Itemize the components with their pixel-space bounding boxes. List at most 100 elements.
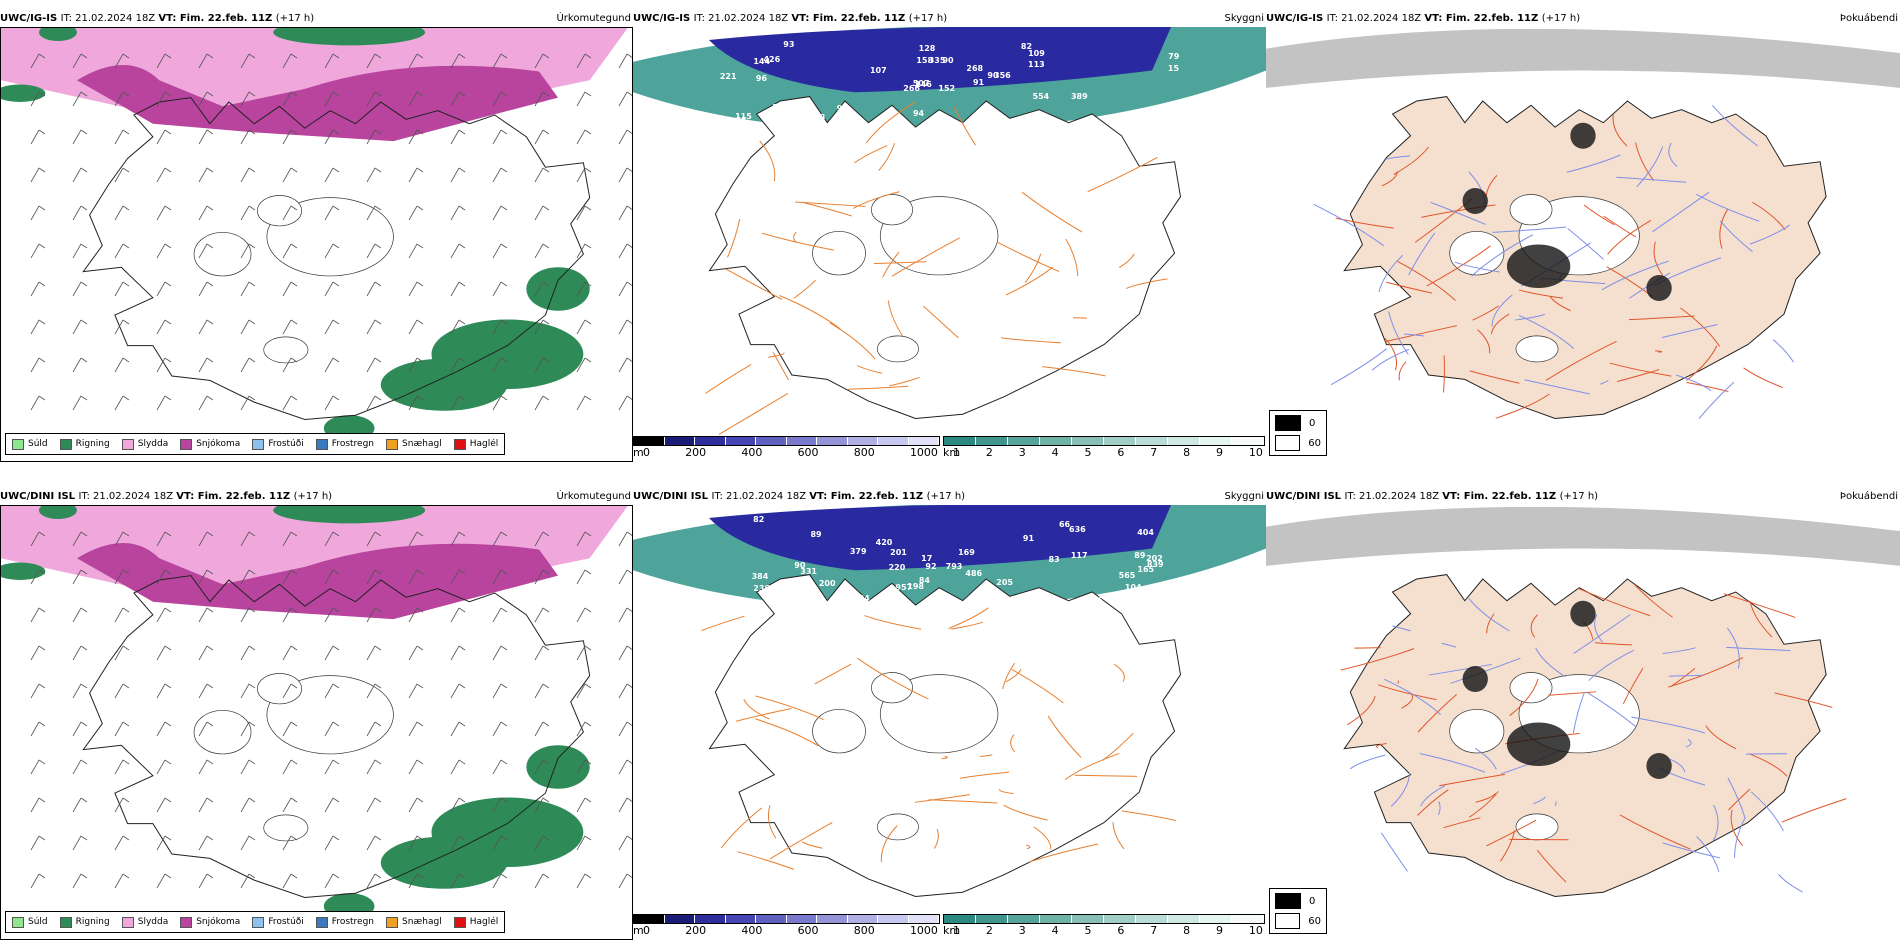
- cloudbase-label: 202: [1146, 553, 1163, 563]
- glacier-outline: [263, 336, 309, 364]
- precip-legend-item: Súld: [12, 438, 48, 450]
- precip-legend: Súld Rigning Slydda Snjókoma Frostúði Frostre…: [5, 433, 506, 455]
- legend-label: Slydda: [137, 917, 169, 927]
- visibility-colorbar: 1 2 3 4 5 6 7 8 9 10 km: [943, 914, 1265, 938]
- panel-header: UWC/DINI ISL IT: 21.02.2024 18Z VT: Fim.…: [0, 490, 633, 504]
- cloudbase-label: 76: [1091, 595, 1103, 605]
- lead-time: (+17 h): [275, 13, 315, 24]
- colorbar-tick: 2: [985, 924, 993, 937]
- glacier-outline: [257, 195, 303, 227]
- glacier-outline: [812, 231, 866, 276]
- lead-time: (+17 h): [908, 13, 948, 24]
- cloudbase-label: 93: [814, 112, 826, 122]
- precip-map-svg: [0, 19, 633, 442]
- visibility-map: 169 202 220 205 201 104 89 90 82 66 91 92 84 236 200 83…: [633, 503, 1266, 940]
- rain-area: [526, 267, 590, 311]
- legend-label: 0: [1309, 417, 1316, 429]
- snow-area: [76, 64, 559, 142]
- cloudbase-label: 90: [942, 56, 954, 66]
- vt-value: Fim. 22.feb. 11Z: [830, 491, 927, 502]
- precip-legend-item: Frostregn: [315, 438, 374, 450]
- vt-value: Fim. 22.feb. 11Z: [179, 13, 276, 24]
- legend-label: Haglél: [469, 439, 499, 449]
- dense-fog-spot: [1506, 244, 1571, 288]
- legend-label: Súld: [28, 917, 48, 927]
- cloudbase-label: 554: [1032, 91, 1050, 101]
- precip-map-svg: [0, 497, 633, 920]
- rain-area: [38, 23, 77, 42]
- colorbar-tick: 200: [685, 446, 707, 459]
- colorbar-tick: 0: [643, 924, 650, 937]
- precip-map: Súld Rigning Slydda Snjókoma Frostúði Frostre…: [0, 19, 633, 462]
- cloudbase-label: 113: [1028, 60, 1045, 70]
- it-value: 21.02.2024 18Z: [1341, 13, 1425, 24]
- legend-label: Snjókoma: [196, 439, 241, 449]
- visibility-bar-strip: [943, 914, 1265, 924]
- cloudbase-colorbar: 0 200 400 600 800 1000 m: [633, 914, 940, 938]
- cloudbase-label: 565: [1118, 570, 1136, 580]
- precip-legend: Súld Rigning Slydda Snjókoma Frostúði Frostre…: [5, 911, 506, 933]
- precip-legend-item: Slydda: [121, 438, 168, 450]
- legend-swatch: [453, 916, 466, 928]
- it-value: 21.02.2024 18Z: [1359, 491, 1443, 502]
- glacier-outline: [812, 709, 866, 754]
- fog-legend-item: 60: [1275, 435, 1321, 451]
- cloudbase-label: 200: [818, 579, 836, 589]
- legend-label: Snjókoma: [196, 917, 241, 927]
- cloudbase-label: 93: [783, 40, 795, 50]
- cloudbase-label: 221: [719, 71, 737, 81]
- legend-swatch: [386, 916, 399, 928]
- precip-legend-item: Frostregn: [315, 916, 375, 928]
- cloudbase-label: 379: [849, 546, 867, 556]
- legend-label: Snæhagl: [402, 917, 442, 927]
- cloudbase-label: 169: [958, 548, 975, 558]
- legend-swatch: [121, 438, 134, 450]
- legend-label: 0: [1309, 895, 1316, 907]
- colorbar-tick: 3: [1018, 446, 1026, 459]
- colorbar-tick: 200: [685, 924, 707, 937]
- cloudbase-label: 107: [869, 66, 887, 76]
- colorbar-tick: 600: [797, 924, 819, 937]
- glacier-outline: [263, 814, 309, 842]
- precip-legend-item: Súld: [12, 916, 48, 928]
- low-cloudbase-area: [708, 503, 1172, 571]
- vt-label: VT:: [1424, 13, 1446, 24]
- fog-map: 0 60: [1266, 27, 1900, 462]
- cloudbase-label: 220: [888, 563, 906, 573]
- legend-label: Rigning: [75, 439, 110, 449]
- legend-swatch: [453, 438, 466, 450]
- cloudbase-label: 84: [918, 576, 930, 586]
- glacier-outline: [1515, 813, 1559, 841]
- legend-swatch: [1275, 415, 1301, 431]
- legend-swatch: [180, 916, 193, 928]
- cloudbase-label: 94: [912, 108, 925, 118]
- precip-legend-item: Snjókoma: [180, 438, 241, 450]
- cloudbase-label: 205: [996, 578, 1013, 588]
- vt-label: VT:: [809, 491, 831, 502]
- cloudbase-label: 793: [945, 562, 963, 572]
- road-network: [1313, 105, 1794, 419]
- visibility-panel: UWC/IG-IS IT: 21.02.2024 18Z VT: Fim. 22…: [633, 12, 1266, 462]
- it-label: IT:: [1344, 491, 1360, 502]
- it-label: IT:: [78, 491, 94, 502]
- cloudbase-label: 158: [916, 55, 934, 65]
- cloudbase-label: 335: [928, 56, 946, 66]
- cloudbase-label: 89: [810, 529, 822, 539]
- cloudbase-label: 268: [966, 64, 984, 74]
- model-name: UWC/IG-IS: [0, 13, 61, 24]
- legend-label: Frostregn: [331, 917, 375, 927]
- legend-swatch: [252, 916, 265, 928]
- it-value: 21.02.2024 18Z: [708, 13, 792, 24]
- fog-legend: 0 60: [1269, 888, 1327, 934]
- dense-fog-spot: [1462, 187, 1488, 215]
- cloudbase-label: 146: [915, 79, 932, 89]
- colorbar-tick: 6: [1117, 924, 1125, 937]
- glacier-outline: [193, 710, 252, 755]
- road-network: [705, 101, 1168, 435]
- panel-title: Skyggni: [1224, 13, 1264, 24]
- forecast-row: UWC/DINI ISL IT: 21.02.2024 18Z VT: Fim.…: [0, 490, 1900, 940]
- legend-label: Haglél: [469, 917, 499, 927]
- legend-swatch: [12, 438, 24, 450]
- cloudbase-label: 96: [836, 103, 848, 113]
- cloudbase-label: 839: [1146, 559, 1164, 569]
